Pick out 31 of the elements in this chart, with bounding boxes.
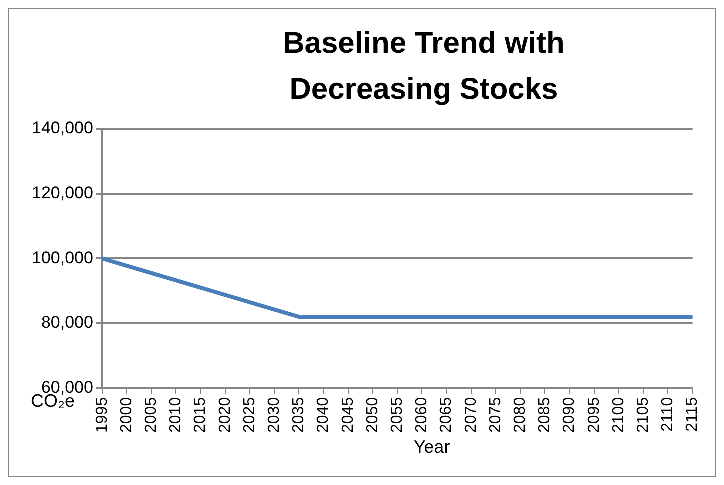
x-tick-label: 2035 — [290, 397, 308, 433]
y-tick-label: 140,000 — [32, 118, 94, 138]
y-tick-label: 120,000 — [32, 184, 94, 203]
x-tick-label: 2085 — [536, 397, 554, 433]
x-tick-label: 2070 — [462, 397, 480, 433]
y-tick-label: 80,000 — [41, 313, 94, 332]
x-tick-label: 2100 — [610, 397, 628, 433]
x-tick-label: 2065 — [438, 397, 456, 433]
x-tick-label: 2040 — [315, 397, 332, 433]
x-tick-label: 2025 — [241, 397, 258, 433]
x-tick-label: 2110 — [660, 397, 677, 432]
x-tick-label: 2020 — [216, 397, 234, 433]
x-tick-label: 2080 — [512, 397, 530, 433]
x-tick-label: 2050 — [364, 397, 382, 433]
x-tick-label: 2090 — [561, 397, 578, 433]
x-tick-label: 2075 — [487, 397, 504, 433]
x-tick-label: 2000 — [118, 397, 136, 433]
x-tick-label: 2030 — [266, 397, 284, 433]
x-tick-label: 2060 — [414, 397, 431, 433]
chart-title: Baseline Trend with Decreasing Stocks — [282, 26, 566, 108]
x-axis-title: Year — [412, 437, 452, 458]
x-tick-label: 2045 — [340, 397, 357, 433]
x-tick-label: 2095 — [586, 397, 603, 433]
y-tick-label: 100,000 — [32, 248, 94, 268]
x-tick-label: 2010 — [168, 397, 185, 433]
x-tick-label: 2005 — [143, 397, 160, 433]
x-tick-label: 2105 — [635, 397, 652, 433]
x-tick-label: 2115 — [684, 397, 702, 432]
x-tick-label: 2015 — [192, 397, 210, 433]
x-tick-label: 2055 — [389, 397, 406, 433]
x-tick-label: 1995 — [94, 397, 111, 433]
